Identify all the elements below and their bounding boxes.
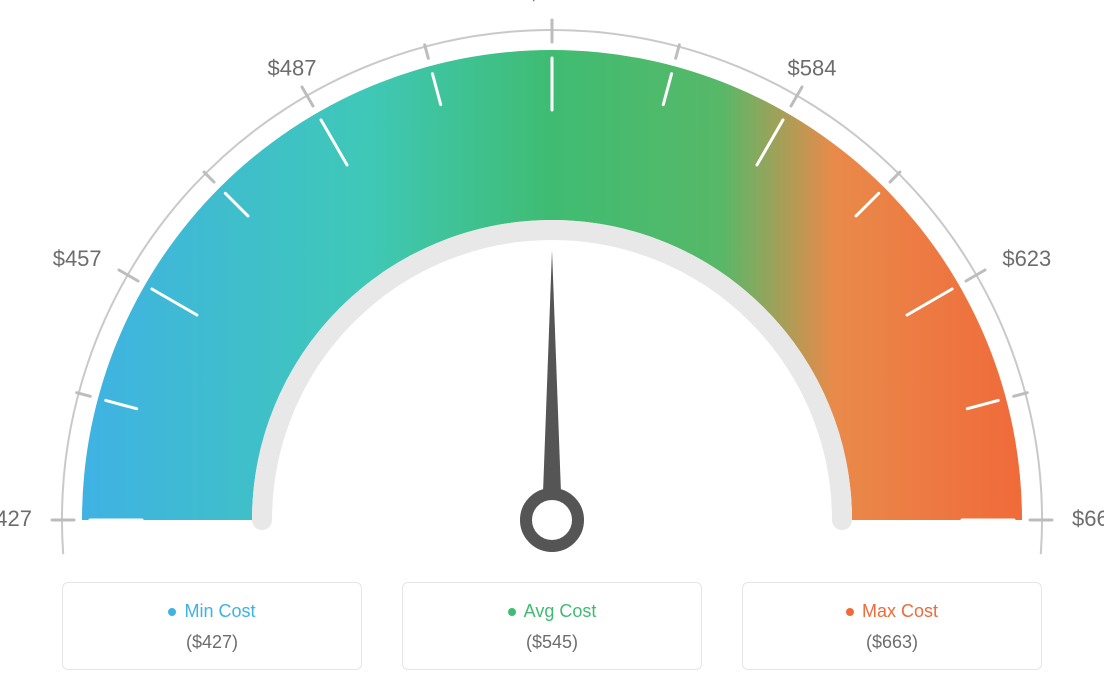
svg-text:$623: $623 (1002, 246, 1051, 271)
svg-text:$457: $457 (53, 246, 102, 271)
legend-dot-max (846, 608, 854, 616)
legend-title-avg: Avg Cost (524, 601, 597, 622)
legend-title-min: Min Cost (184, 601, 255, 622)
legend-value-max: ($663) (753, 632, 1031, 653)
legend-row: Min Cost ($427) Avg Cost ($545) Max Cost… (0, 582, 1104, 670)
legend-card-min: Min Cost ($427) (62, 582, 362, 670)
svg-text:$663: $663 (1072, 506, 1104, 531)
gauge-chart: $427 $457 $487 $545 $584 $623 $663 (0, 0, 1104, 570)
legend-title-max: Max Cost (862, 601, 938, 622)
gauge-svg: $427 $457 $487 $545 $584 $623 $663 (0, 0, 1104, 570)
legend-card-max: Max Cost ($663) (742, 582, 1042, 670)
svg-text:$427: $427 (0, 506, 32, 531)
legend-dot-min (168, 608, 176, 616)
legend-dot-avg (508, 608, 516, 616)
legend-value-min: ($427) (73, 632, 351, 653)
svg-text:$487: $487 (268, 55, 317, 80)
legend-value-avg: ($545) (413, 632, 691, 653)
svg-text:$545: $545 (528, 0, 577, 5)
legend-card-avg: Avg Cost ($545) (402, 582, 702, 670)
svg-text:$584: $584 (788, 55, 837, 80)
